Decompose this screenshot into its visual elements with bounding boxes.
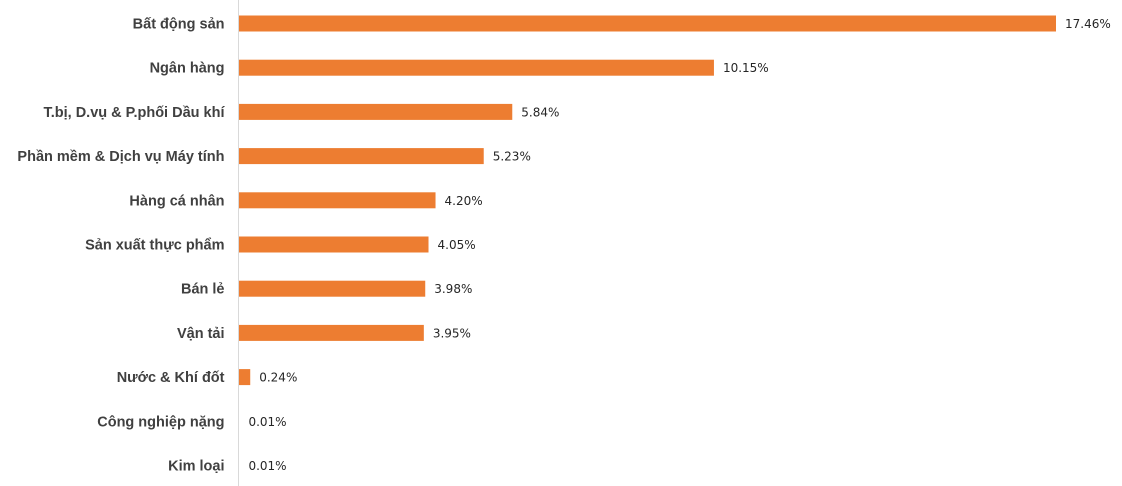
category-label-6: Bán lẻ bbox=[181, 282, 225, 298]
value-label-1: 10.15% bbox=[723, 61, 769, 75]
value-labels: 17.46% 10.15% 5.84% 5.23% 4.20% 4.05% 3.98% 3.9… bbox=[248, 17, 1110, 473]
bars-group bbox=[239, 15, 1056, 386]
bar-7 bbox=[239, 324, 424, 341]
value-label-9: 0.01% bbox=[248, 415, 286, 429]
bar-8 bbox=[239, 369, 251, 386]
value-label-5: 4.05% bbox=[438, 238, 476, 252]
category-label-1: Ngân hàng bbox=[150, 61, 225, 77]
bar-1 bbox=[239, 59, 714, 76]
category-label-3: Phần mềm & Dịch vụ Máy tính bbox=[17, 149, 224, 165]
category-label-0: Bất động sản bbox=[133, 17, 225, 33]
value-label-7: 3.95% bbox=[433, 326, 471, 340]
value-label-0: 17.46% bbox=[1065, 17, 1111, 31]
bar-3 bbox=[239, 148, 484, 165]
bar-2 bbox=[239, 103, 513, 120]
value-label-3: 5.23% bbox=[493, 150, 531, 164]
category-label-10: Kim loại bbox=[168, 459, 224, 475]
bar-4 bbox=[239, 192, 436, 209]
value-label-6: 3.98% bbox=[434, 282, 472, 296]
category-label-4: Hàng cá nhân bbox=[129, 193, 224, 209]
category-label-7: Vận tải bbox=[177, 326, 225, 342]
category-labels: Bất động sản Ngân hàng T.bị, D.vụ & P.phối… bbox=[17, 17, 225, 475]
category-label-8: Nước & Khí đốt bbox=[117, 370, 225, 386]
value-label-2: 5.84% bbox=[521, 105, 559, 119]
value-label-8: 0.24% bbox=[259, 371, 297, 385]
category-label-2: T.bị, D.vụ & P.phối Dầu khí bbox=[43, 105, 225, 121]
category-label-5: Sản xuất thực phẩm bbox=[85, 238, 224, 254]
bar-0 bbox=[239, 15, 1056, 32]
value-label-4: 4.20% bbox=[445, 194, 483, 208]
bar-6 bbox=[239, 280, 426, 297]
category-label-9: Công nghiệp nặng bbox=[97, 414, 224, 430]
bar-5 bbox=[239, 236, 429, 253]
value-label-10: 0.01% bbox=[248, 459, 286, 473]
